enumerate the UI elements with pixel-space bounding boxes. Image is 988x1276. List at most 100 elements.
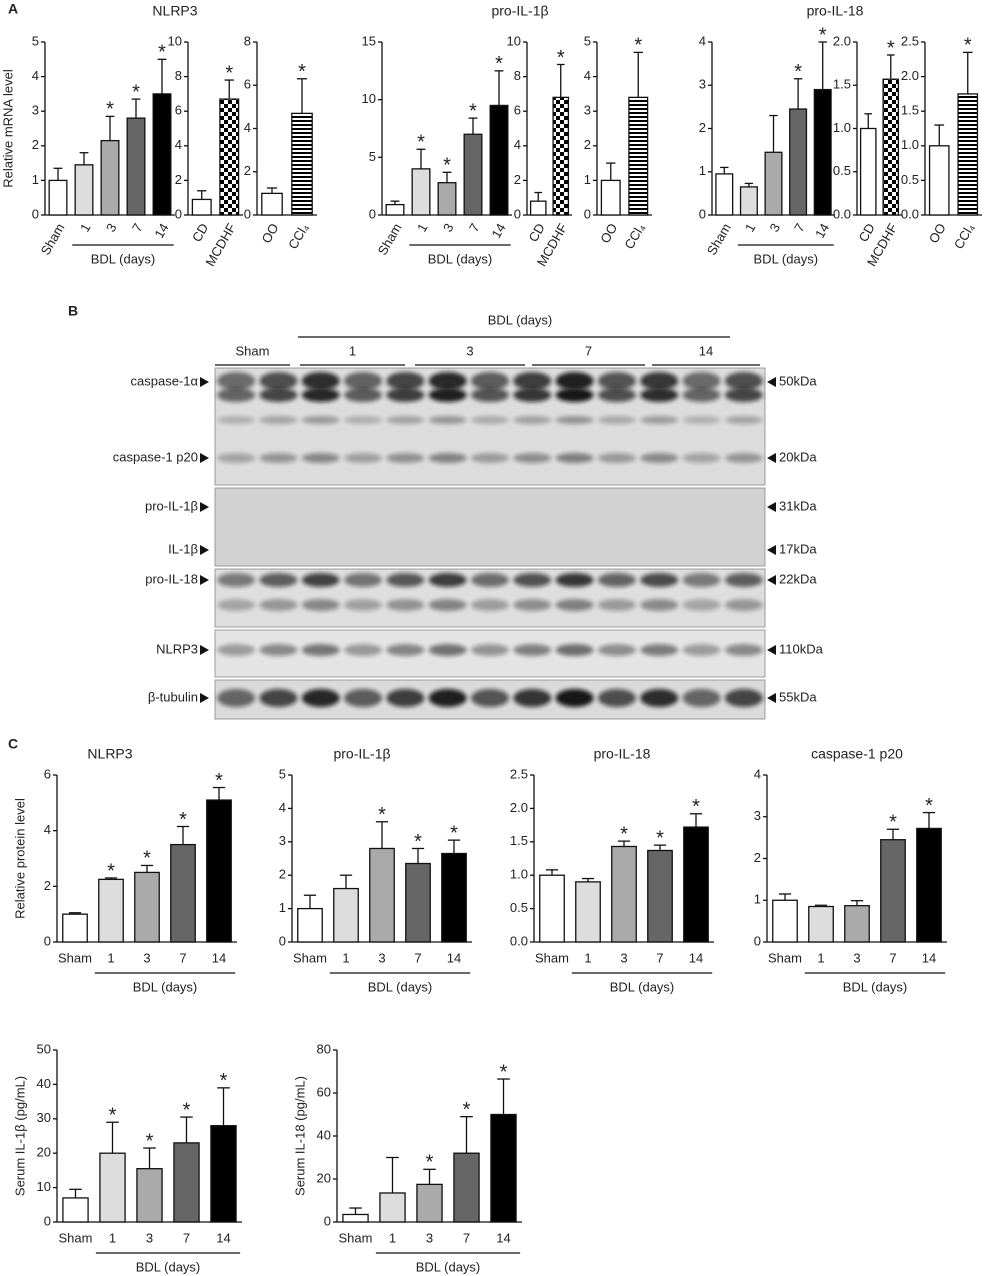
x-tick-label: 7 <box>179 950 186 965</box>
x-tick-label: 3 <box>103 221 120 235</box>
blot-band <box>640 416 679 424</box>
blot-band <box>724 599 763 611</box>
x-tick-label: CCl₄ <box>285 221 311 252</box>
blot-band <box>301 573 340 587</box>
y-tick-label: 20 <box>317 1170 331 1185</box>
x-tick-label: OO <box>926 221 949 246</box>
y-tick-label: 6 <box>44 766 51 781</box>
blot-band <box>597 453 636 463</box>
blot-band <box>301 372 340 390</box>
x-tick-label: 7 <box>889 950 896 965</box>
y-tick-label: 1 <box>279 900 286 915</box>
y-tick-label: 2 <box>244 163 251 178</box>
arrow <box>767 545 776 555</box>
x-tick-label: Sham <box>38 221 68 258</box>
group-label: BDL (days) <box>754 251 819 266</box>
blot-band <box>344 453 383 463</box>
y-tick-label: 2 <box>514 172 521 187</box>
blot-band <box>724 416 763 424</box>
blot-band <box>513 388 552 402</box>
bar <box>611 845 637 943</box>
group-label: BDL (days) <box>488 312 553 327</box>
lane-label: 3 <box>466 343 473 358</box>
blot-band <box>555 372 594 390</box>
blot-band <box>724 388 763 402</box>
y-tick-label: 0.5 <box>833 163 851 178</box>
blot-band <box>259 372 298 390</box>
y-tick-label: 0 <box>514 206 521 221</box>
blot-band <box>597 644 636 656</box>
bar <box>152 93 172 216</box>
bar <box>859 127 877 216</box>
blot-band <box>217 453 256 463</box>
bar <box>490 1113 517 1223</box>
blot-band <box>428 573 467 587</box>
blot-band <box>217 388 256 402</box>
arrow <box>200 545 209 555</box>
y-axis-label: Serum IL-18 (pg/mL) <box>292 1076 307 1196</box>
blot-band <box>301 453 340 463</box>
x-tick-label: 1 <box>107 950 114 965</box>
bar <box>62 913 88 943</box>
bar <box>206 799 232 943</box>
x-tick-label: 3 <box>378 950 385 965</box>
size-label: 50kDa <box>779 373 817 388</box>
blot-band <box>724 689 763 707</box>
y-tick-label: 3 <box>32 103 39 118</box>
y-tick-label: 2 <box>279 867 286 882</box>
y-tick-label: 4 <box>584 68 591 83</box>
blot-band <box>386 573 425 587</box>
y-tick-label: 2.5 <box>510 766 528 781</box>
size-label: 22kDa <box>779 571 817 586</box>
blot-band <box>344 416 383 424</box>
blot-band <box>682 388 721 402</box>
blot-band <box>597 689 636 707</box>
blot-band <box>301 644 340 656</box>
bar <box>291 112 313 216</box>
significance: * <box>107 860 115 882</box>
y-tick-label: 1.5 <box>510 833 528 848</box>
bar <box>74 164 94 216</box>
arrow <box>767 377 776 387</box>
significance: * <box>109 1105 117 1127</box>
x-tick-label: 1 <box>389 1230 396 1245</box>
x-tick-label: Sham <box>293 950 327 965</box>
y-tick-label: 30 <box>37 1110 51 1125</box>
bar <box>333 887 359 943</box>
blot-band <box>470 689 510 707</box>
significance: * <box>183 1099 191 1121</box>
bar <box>134 871 160 943</box>
y-tick-label: 0 <box>324 1213 331 1228</box>
significance: * <box>106 99 114 121</box>
x-tick-label: Sham <box>535 950 569 965</box>
x-tick-label: 7 <box>463 1230 470 1245</box>
blot-band <box>555 416 594 424</box>
y-tick-label: 2.0 <box>901 68 919 83</box>
blot-band <box>344 372 383 390</box>
y-tick-label: 4 <box>32 68 39 83</box>
bar <box>379 1192 406 1223</box>
size-label: 17kDa <box>779 541 817 556</box>
lane-label: Sham <box>236 343 270 358</box>
significance: * <box>500 1061 508 1083</box>
y-tick-label: 0.0 <box>510 933 528 948</box>
y-tick-label: 0 <box>279 933 286 948</box>
significance: * <box>794 61 802 83</box>
lane-label: 1 <box>349 343 356 358</box>
y-tick-label: 2.5 <box>901 33 919 48</box>
x-tick-label: 14 <box>216 1230 230 1245</box>
blot-band <box>555 599 594 611</box>
x-tick-label: 1 <box>109 1230 116 1245</box>
x-tick-label: 3 <box>853 950 860 965</box>
x-tick-label: 14 <box>922 950 936 965</box>
significance: * <box>417 132 425 154</box>
blot-band <box>301 416 340 424</box>
y-tick-label: 0 <box>44 1213 51 1228</box>
x-tick-label: 14 <box>689 950 703 965</box>
group-label: BDL (days) <box>133 979 198 994</box>
blot-band <box>513 416 552 424</box>
y-tick-label: 3 <box>699 77 706 92</box>
x-tick-label: Sham <box>768 950 802 965</box>
